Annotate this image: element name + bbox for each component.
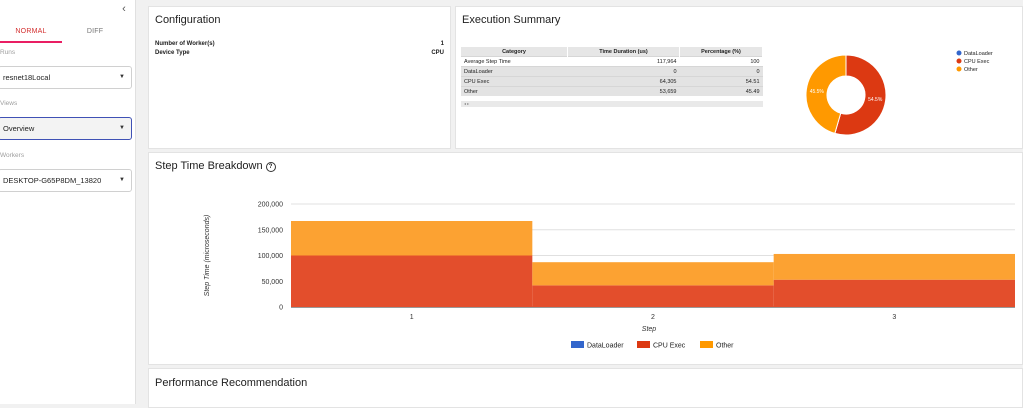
y-tick-label: 0 [279, 305, 283, 312]
performance-title: Performance Recommendation [155, 377, 308, 389]
pie-slice[interactable] [834, 54, 887, 136]
legend-label[interactable]: CPU Exec [964, 59, 990, 65]
step-time-chart: 0 50,000 100,000 150,000 200,000 1 2 3 Step Step … [204, 202, 1015, 350]
table-cell: 54.51 [679, 76, 763, 87]
y-tick-label: 150,000 [258, 227, 283, 234]
views-select[interactable]: Overview ▼ [0, 117, 132, 140]
table-row: Average Step Time 117,964 100 [461, 56, 763, 67]
configuration-title: Configuration [155, 14, 221, 26]
runs-select[interactable]: resnet18Local ▼ [0, 66, 132, 89]
table-cell: Other [461, 86, 568, 96]
y-tick-label: 100,000 [258, 253, 283, 260]
workers-label: Workers [0, 152, 25, 159]
step-time-card: Step Time Breakdown? 0 50,000 100,000 150,0… [148, 152, 1023, 365]
pie-slice-label: 54.5% [868, 97, 883, 103]
active-tab-indicator [0, 41, 62, 43]
area-segment[interactable] [773, 279, 1015, 307]
workers-select-value: DESKTOP-G65P8DM_13820 [3, 176, 102, 185]
tab-diff[interactable]: DIFF [86, 28, 104, 35]
help-icon[interactable]: ? [265, 162, 276, 172]
x-tick-label: 2 [651, 314, 655, 321]
config-value: 1 [440, 41, 444, 47]
table-cell: 64,305 [567, 76, 680, 87]
summary-table: Category Time Duration (us) Percentage (… [461, 47, 763, 96]
x-tick-label: 1 [410, 314, 414, 321]
pie-slice-label: 45.5% [810, 89, 825, 95]
mode-tabs: NORMAL DIFF [0, 24, 136, 44]
table-pager[interactable]: ◂ ▸ [461, 101, 763, 107]
area-segment[interactable] [532, 262, 774, 286]
config-label: Device Type [155, 50, 190, 56]
area-segment[interactable] [773, 253, 1015, 280]
table-cell: 45.49 [679, 86, 763, 96]
runs-select-value: resnet18Local [3, 73, 51, 82]
table-cell: DataLoader [461, 66, 568, 77]
legend-label[interactable]: CPU Exec [653, 343, 686, 350]
x-axis-title: Step [642, 326, 657, 333]
chevron-down-icon: ▼ [119, 177, 125, 183]
chevron-down-icon: ▼ [119, 74, 125, 80]
column-header[interactable]: Time Duration (us) [567, 47, 680, 57]
column-header[interactable]: Percentage (%) [679, 47, 763, 57]
configuration-card: Configuration Number of Worker(s) 1 Devi… [148, 6, 451, 149]
x-tick-label: 3 [892, 314, 896, 321]
tab-normal[interactable]: NORMAL [15, 28, 47, 35]
column-header[interactable]: Category [461, 47, 568, 57]
legend-swatch [956, 50, 962, 56]
performance-card: Performance Recommendation [148, 368, 1023, 408]
table-cell: 53,659 [567, 86, 680, 96]
runs-label: Runs [0, 49, 16, 56]
legend-swatch [956, 66, 962, 72]
legend-label[interactable]: Other [716, 343, 734, 350]
table-row: DataLoader 0 0 [461, 66, 763, 77]
table-header-row: Category Time Duration (us) Percentage (… [461, 47, 763, 57]
pie-slice[interactable] [805, 54, 847, 135]
table-cell: Average Step Time [461, 56, 568, 67]
config-value: CPU [431, 50, 444, 56]
y-tick-label: 50,000 [262, 279, 284, 286]
sidebar: ‹ NORMAL DIFF Runs resnet18Local ▼ Views… [0, 0, 136, 404]
table-cell: 0 [567, 66, 680, 77]
execution-summary-title: Execution Summary [462, 14, 561, 26]
workers-select[interactable]: DESKTOP-G65P8DM_13820 ▼ [0, 169, 132, 192]
legend-swatch [700, 341, 713, 348]
views-select-value: Overview [3, 124, 35, 133]
execution-summary-card: Execution Summary Category Time Duration… [455, 6, 1023, 149]
legend-swatch [956, 58, 962, 64]
area-segment[interactable] [291, 255, 533, 308]
step-time-title: Step Time Breakdown? [155, 160, 276, 172]
legend-swatch [637, 341, 650, 348]
legend-label[interactable]: DataLoader [964, 51, 993, 57]
legend-label[interactable]: Other [964, 67, 978, 73]
area-segment[interactable] [532, 285, 774, 307]
pie-chart: 54.5% 45.5% DataLoader CPU Exec Other [805, 50, 993, 136]
area-segment[interactable] [291, 220, 533, 256]
table-cell: 100 [679, 56, 763, 67]
table-cell: 117,964 [567, 56, 680, 67]
table-cell: CPU Exec [461, 76, 568, 87]
table-row: CPU Exec 64,305 54.51 [461, 76, 763, 87]
y-axis-title: Step Time (microseconds) [204, 215, 211, 297]
table-cell: 0 [679, 66, 763, 77]
legend-label[interactable]: DataLoader [587, 343, 624, 350]
y-tick-label: 200,000 [258, 202, 283, 209]
chevron-down-icon: ▼ [119, 125, 125, 131]
step-time-title-text: Step Time Breakdown [155, 160, 263, 172]
views-label: Views [0, 100, 18, 107]
config-label: Number of Worker(s) [155, 41, 215, 47]
legend-swatch [571, 341, 584, 348]
table-row: Other 53,659 45.49 [461, 86, 763, 96]
collapse-sidebar-icon[interactable]: ‹ [122, 3, 126, 15]
